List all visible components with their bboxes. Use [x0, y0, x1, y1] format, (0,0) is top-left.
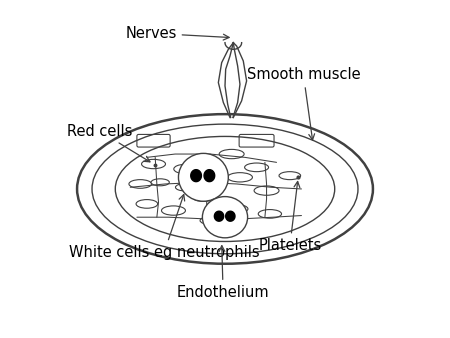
Ellipse shape — [151, 179, 169, 186]
Ellipse shape — [176, 184, 195, 191]
Ellipse shape — [142, 159, 166, 169]
Text: White cells eg neutrophils: White cells eg neutrophils — [69, 195, 259, 260]
Text: Platelets: Platelets — [258, 182, 321, 254]
Text: Red cells: Red cells — [67, 124, 150, 162]
Text: Smooth muscle: Smooth muscle — [247, 67, 360, 140]
Ellipse shape — [136, 199, 158, 208]
Ellipse shape — [225, 204, 248, 213]
Ellipse shape — [129, 179, 152, 188]
Ellipse shape — [200, 217, 220, 224]
Ellipse shape — [202, 197, 248, 238]
Polygon shape — [204, 170, 215, 182]
Ellipse shape — [179, 153, 228, 201]
Ellipse shape — [193, 193, 214, 201]
Text: Endothelium: Endothelium — [177, 246, 270, 300]
Ellipse shape — [258, 210, 282, 218]
Polygon shape — [214, 211, 224, 221]
Ellipse shape — [254, 186, 279, 195]
Ellipse shape — [174, 164, 196, 174]
Text: Nerves: Nerves — [125, 26, 229, 41]
Polygon shape — [191, 170, 202, 182]
Ellipse shape — [228, 173, 252, 182]
Polygon shape — [225, 211, 235, 221]
Ellipse shape — [162, 206, 185, 215]
Ellipse shape — [219, 149, 244, 159]
Ellipse shape — [245, 163, 269, 172]
Ellipse shape — [279, 172, 301, 179]
